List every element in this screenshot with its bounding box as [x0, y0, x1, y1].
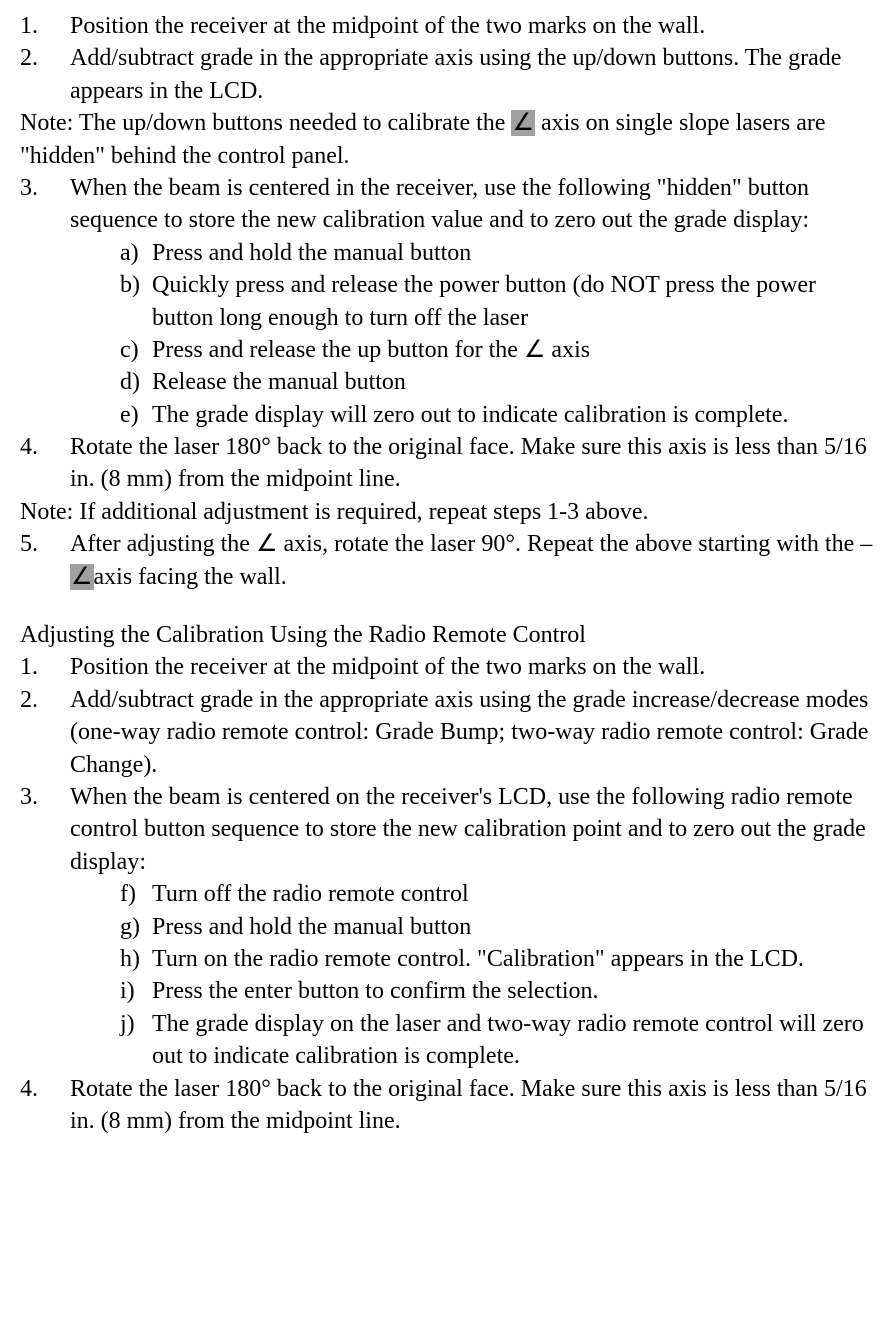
substep-text: Release the manual button — [152, 366, 876, 398]
substep-letter: i) — [120, 975, 152, 1007]
step-number: 2. — [20, 684, 70, 781]
step-text: Position the receiver at the midpoint of… — [70, 651, 876, 683]
step-4: 4. Rotate the laser 180° back to the ori… — [20, 431, 876, 496]
step-text: Add/subtract grade in the appropriate ax… — [70, 684, 876, 781]
substep-letter: d) — [120, 366, 152, 398]
s2-step-4: 4. Rotate the laser 180° back to the ori… — [20, 1073, 876, 1138]
substep-g: g) Press and hold the manual button — [120, 911, 876, 943]
step-text: Rotate the laser 180° back to the origin… — [70, 431, 876, 496]
angle-icon: ∠ — [70, 564, 94, 590]
step-number: 3. — [20, 172, 70, 237]
step-number: 1. — [20, 651, 70, 683]
angle-icon: ∠ — [511, 110, 535, 136]
step-3: 3. When the beam is centered in the rece… — [20, 172, 876, 237]
s2-sublist-3: f) Turn off the radio remote control g) … — [120, 878, 876, 1072]
step-text: When the beam is centered on the receive… — [70, 781, 876, 878]
step-text: Add/subtract grade in the appropriate ax… — [70, 42, 876, 107]
substep-h: h) Turn on the radio remote control. "Ca… — [120, 943, 876, 975]
substep-letter: j) — [120, 1008, 152, 1073]
substep-letter: b) — [120, 269, 152, 334]
substep-letter: a) — [120, 237, 152, 269]
substep-i: i) Press the enter button to confirm the… — [120, 975, 876, 1007]
step-2: 2. Add/subtract grade in the appropriate… — [20, 42, 876, 107]
substep-text: Press and hold the manual button — [152, 911, 876, 943]
step-number: 1. — [20, 10, 70, 42]
substep-text: Press the enter button to confirm the se… — [152, 975, 876, 1007]
substep-b: b) Quickly press and release the power b… — [120, 269, 876, 334]
substep-letter: e) — [120, 399, 152, 431]
s2-step-1: 1. Position the receiver at the midpoint… — [20, 651, 876, 683]
step-text: After adjusting the ∠ axis, rotate the l… — [70, 528, 876, 593]
substep-text: Quickly press and release the power butt… — [152, 269, 876, 334]
substep-d: d) Release the manual button — [120, 366, 876, 398]
step-text: Rotate the laser 180° back to the origin… — [70, 1073, 876, 1138]
substep-c: c) Press and release the up button for t… — [120, 334, 876, 366]
s2-step-2: 2. Add/subtract grade in the appropriate… — [20, 684, 876, 781]
step-5: 5. After adjusting the ∠ axis, rotate th… — [20, 528, 876, 593]
substep-text: The grade display on the laser and two-w… — [152, 1008, 876, 1073]
step-number: 2. — [20, 42, 70, 107]
substep-text: Press and release the up button for the … — [152, 334, 876, 366]
step-number: 4. — [20, 1073, 70, 1138]
step-1: 1. Position the receiver at the midpoint… — [20, 10, 876, 42]
step-text: When the beam is centered in the receive… — [70, 172, 876, 237]
step-text-b: axis facing the wall. — [94, 564, 287, 590]
substep-text: The grade display will zero out to indic… — [152, 399, 876, 431]
section-title: Adjusting the Calibration Using the Radi… — [20, 619, 876, 651]
substep-letter: f) — [120, 878, 152, 910]
step-text: Position the receiver at the midpoint of… — [70, 10, 876, 42]
substep-letter: c) — [120, 334, 152, 366]
substep-a: a) Press and hold the manual button — [120, 237, 876, 269]
step-number: 4. — [20, 431, 70, 496]
substep-text: Turn off the radio remote control — [152, 878, 876, 910]
substep-text: Press and hold the manual button — [152, 237, 876, 269]
s2-step-3: 3. When the beam is centered on the rece… — [20, 781, 876, 878]
sublist-3: a) Press and hold the manual button b) Q… — [120, 237, 876, 431]
substep-letter: g) — [120, 911, 152, 943]
substep-e: e) The grade display will zero out to in… — [120, 399, 876, 431]
substep-j: j) The grade display on the laser and tw… — [120, 1008, 876, 1073]
substep-f: f) Turn off the radio remote control — [120, 878, 876, 910]
step-text-a: After adjusting the ∠ axis, rotate the l… — [70, 531, 872, 557]
step-number: 5. — [20, 528, 70, 593]
note-2: Note: If additional adjustment is requir… — [20, 496, 876, 528]
step-number: 3. — [20, 781, 70, 878]
substep-text: Turn on the radio remote control. "Calib… — [152, 943, 876, 975]
note-1: Note: The up/down buttons needed to cali… — [20, 107, 876, 172]
note-text-a: Note: The up/down buttons needed to cali… — [20, 110, 511, 136]
substep-letter: h) — [120, 943, 152, 975]
